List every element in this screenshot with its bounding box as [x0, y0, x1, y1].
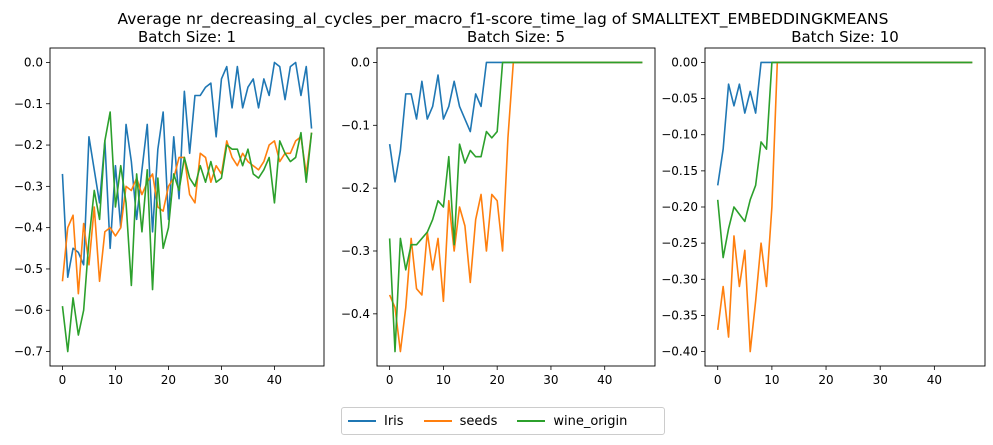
- x-tick-label: 30: [873, 373, 888, 387]
- y-tick-label: −0.30: [661, 272, 698, 286]
- x-tick-label: 20: [818, 373, 833, 387]
- legend-label-seeds: seeds: [459, 413, 498, 429]
- x-tick-label: 20: [161, 373, 176, 387]
- x-tick-label: 0: [714, 373, 722, 387]
- legend-swatch-wine-origin: [517, 420, 546, 422]
- legend-item-seeds: seeds: [423, 413, 498, 429]
- y-tick-label: −0.20: [661, 200, 698, 214]
- y-tick-label: −0.6: [14, 303, 43, 317]
- x-tick-label: 20: [490, 373, 505, 387]
- legend-swatch-seeds: [423, 420, 452, 422]
- y-tick-label: −0.7: [14, 345, 43, 359]
- series-line-wine-origin: [388, 61, 643, 353]
- plot-frame: [704, 47, 986, 367]
- x-tick-label: 40: [927, 373, 942, 387]
- x-tick-label: 10: [764, 373, 779, 387]
- y-tick-label: −0.35: [661, 308, 698, 322]
- legend-swatch-iris: [348, 420, 376, 422]
- x-tick-label: 40: [267, 373, 282, 387]
- y-tick-label: −0.4: [341, 307, 370, 321]
- legend-label-wine-origin: wine_origin: [553, 413, 628, 429]
- series-line-iris: [716, 61, 973, 186]
- y-tick-label: −0.2: [14, 138, 43, 152]
- legend-item-iris: Iris: [348, 414, 404, 429]
- subplot-batch-1: Batch Size: 1 0 10 20 30 40 0.0 −0.1 −0.2 −0.3 −0.…: [14, 28, 325, 387]
- subplot-batch-10: Batch Size: 10 0 10 20 30 40 0.00 −0.05 −0.10 −0.…: [661, 28, 986, 387]
- y-tick-label: 0.00: [671, 55, 698, 69]
- x-tick-label: 30: [543, 373, 558, 387]
- plot-frame: [49, 47, 325, 367]
- subplot-batch-5: Batch Size: 5 0 10 20 30 40 0.0 −0.1 −0.2 −0.3 −0.…: [341, 28, 656, 387]
- plot-frame: [376, 47, 656, 367]
- x-tick-label: 30: [214, 373, 229, 387]
- x-tick-label: 0: [59, 373, 67, 387]
- y-tick-label: −0.5: [14, 262, 43, 276]
- series-line-iris: [388, 61, 643, 183]
- x-tick-label: 10: [108, 373, 123, 387]
- y-tick-label: −0.10: [661, 128, 698, 142]
- y-tick-label: −0.40: [661, 345, 698, 359]
- legend-item-wine-origin: wine_origin: [517, 414, 627, 429]
- y-tick-label: −0.4: [14, 221, 43, 235]
- x-tick-label: 10: [436, 373, 451, 387]
- y-tick-label: −0.15: [661, 164, 698, 178]
- x-tick-label: 40: [597, 373, 612, 387]
- y-tick-label: 0.0: [351, 55, 370, 69]
- subplot-title: Batch Size: 5: [467, 28, 565, 46]
- series-line-wine-origin: [716, 61, 973, 259]
- y-tick-label: −0.05: [661, 92, 698, 106]
- figure: Average nr_decreasing_al_cycles_per_macr…: [14, 10, 986, 387]
- y-tick-label: −0.1: [14, 97, 43, 111]
- series-line-seeds: [388, 61, 643, 353]
- legend: Iris seeds wine_origin: [341, 407, 665, 435]
- y-tick-label: −0.3: [14, 179, 43, 193]
- legend-label-iris: Iris: [384, 413, 404, 429]
- y-tick-label: −0.2: [341, 181, 370, 195]
- y-tick-label: 0.0: [24, 55, 43, 69]
- subplot-title: Batch Size: 1: [138, 28, 236, 46]
- x-tick-label: 0: [386, 373, 394, 387]
- series-line-wine-origin: [61, 111, 313, 353]
- y-tick-label: −0.25: [661, 236, 698, 250]
- y-tick-label: −0.3: [341, 244, 370, 258]
- figure-title: Average nr_decreasing_al_cycles_per_macr…: [118, 10, 889, 29]
- y-tick-label: −0.1: [341, 118, 370, 132]
- subplot-title: Batch Size: 10: [791, 28, 899, 46]
- series-line-seeds: [61, 132, 313, 295]
